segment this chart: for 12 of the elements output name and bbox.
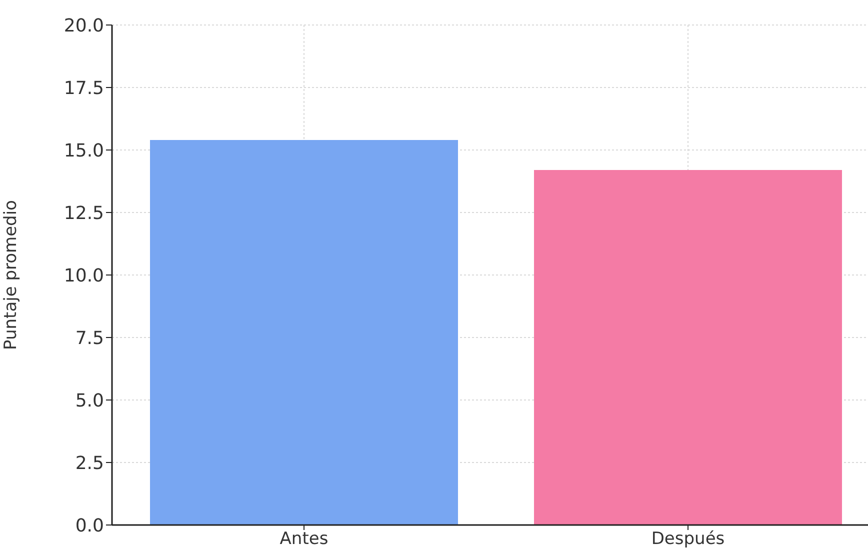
y-tick-label: 17.5 — [64, 78, 104, 99]
y-tick-label: 15.0 — [64, 140, 104, 162]
y-tick-label: 7.5 — [75, 328, 104, 349]
y-axis-title: Puntaje promedio — [1, 200, 22, 350]
x-tick-label: Después — [651, 529, 725, 550]
y-tick-label: 2.5 — [75, 452, 104, 474]
y-tick-label: 0.0 — [75, 515, 104, 536]
x-tick-label: Antes — [280, 529, 328, 550]
y-tick-label: 10.0 — [64, 265, 104, 286]
y-tick-label: 12.5 — [64, 202, 104, 224]
y-tick-label: 20.0 — [64, 15, 104, 36]
y-tick-label: 5.0 — [75, 390, 104, 412]
